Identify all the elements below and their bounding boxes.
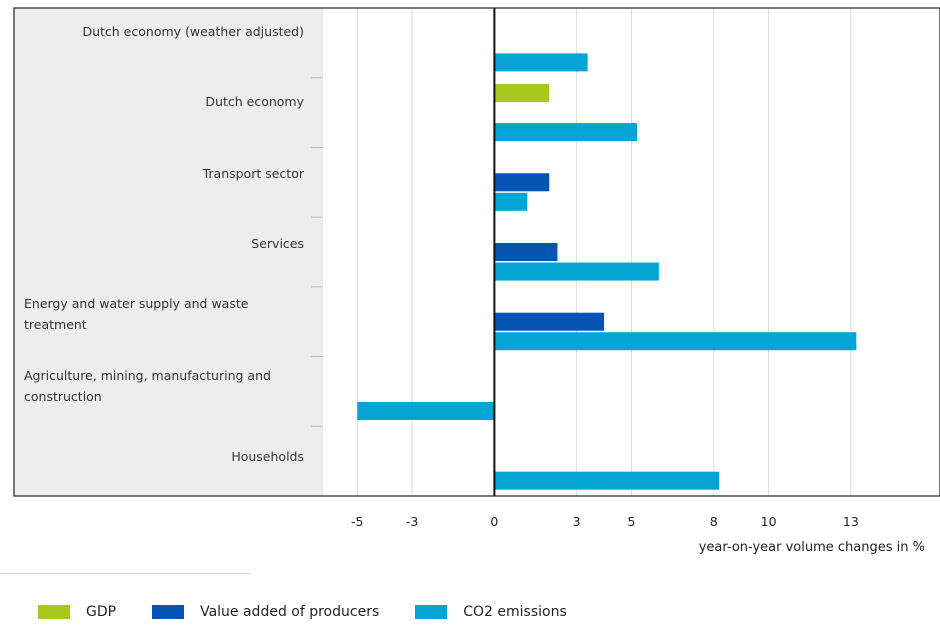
gridlines (356, 8, 852, 496)
plot-border (13, 7, 940, 497)
bar (494, 332, 857, 351)
category-label: Dutch economy (205, 94, 304, 109)
legend-label: GDP (86, 604, 117, 620)
x-tick-label: -3 (406, 514, 418, 529)
bar (357, 401, 495, 420)
legend: GDP Value added of producers CO2 emissions (38, 604, 603, 620)
bar (494, 53, 588, 72)
bar (494, 123, 637, 142)
x-tick-labels: -5 -3 0 3 5 8 10 13 (351, 514, 859, 529)
x-tick-label: 0 (490, 514, 498, 529)
legend-swatch (415, 605, 448, 619)
bar (494, 84, 550, 103)
legend-label: Value added of producers (200, 604, 380, 620)
bar (494, 262, 659, 281)
legend-item: CO2 emissions (415, 604, 567, 620)
x-tick-label: 8 (710, 514, 718, 529)
category-label: Energy and water supply and waste treatme… (24, 296, 249, 332)
category-labels: Dutch economy (weather adjusted) Dutch ec… (24, 24, 305, 464)
category-label: Households (231, 449, 304, 464)
x-tick-label: -5 (351, 514, 363, 529)
x-tick-label: 5 (628, 514, 636, 529)
category-label: Transport sector (202, 166, 305, 181)
legend-swatch (38, 605, 70, 619)
bars (357, 53, 857, 490)
category-label-panel (14, 8, 323, 496)
bar (494, 173, 550, 192)
x-axis-title: year-on-year volume changes in % (699, 540, 925, 555)
bar (494, 312, 605, 331)
chart: Dutch economy (weather adjusted) Dutch ec… (13, 7, 940, 555)
category-ticks (311, 77, 323, 427)
legend-item: GDP (38, 604, 116, 620)
category-label: Dutch economy (weather adjusted) (82, 24, 304, 39)
legend-item: Value added of producers (152, 604, 379, 620)
x-tick-label: 3 (573, 514, 581, 529)
bar (494, 192, 528, 211)
x-tick-label: 13 (843, 514, 859, 529)
bar (494, 243, 558, 261)
separator-line (0, 573, 250, 574)
legend-label: CO2 emissions (463, 604, 567, 620)
category-label: Agriculture, mining, manufacturing and co… (24, 368, 271, 404)
bar (494, 471, 720, 490)
x-tick-label: 10 (761, 514, 777, 529)
legend-swatch (152, 605, 185, 619)
category-label: Services (251, 236, 304, 251)
